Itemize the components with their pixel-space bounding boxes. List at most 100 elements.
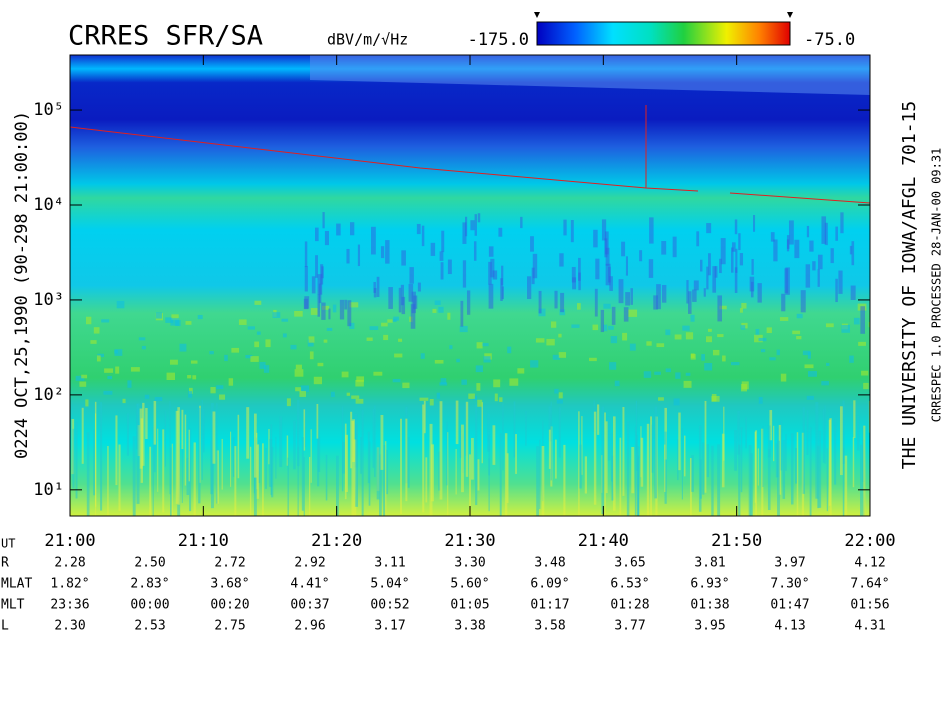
spectrogram-texture [325,454,328,501]
ephemeris-value: 00:20 [210,598,249,613]
spectrogram-texture [706,444,709,478]
spectrogram-texture [656,284,661,310]
ephemeris-value: 01:56 [850,598,889,613]
spectrogram-texture [600,309,605,333]
spectrogram-texture [558,407,561,458]
spectrogram-texture [712,266,717,293]
ephemeris-value: 2.53 [134,619,165,634]
spectrogram-texture [466,290,471,315]
spectrogram-texture [806,410,809,455]
spectrogram-texture [373,281,376,293]
spectrogram-texture [821,216,827,244]
spectrogram-texture [665,368,671,373]
spectrogram-texture [603,324,608,332]
spectrogram-texture [738,233,741,251]
spectrogram-texture [179,343,187,352]
spectrogram-texture [459,325,468,333]
spectrogram-texture [705,336,712,343]
spectrogram-texture [234,446,237,516]
spectrogram-texture [376,276,380,297]
spectrogram-texture [842,400,845,464]
spectrogram-texture [317,294,321,317]
spectrogram-texture [387,319,393,323]
spectrogram-texture [210,387,216,394]
spectrogram-texture [636,435,638,471]
spectrogram-texture [471,437,474,480]
spectrogram-texture [730,362,740,366]
spectrogram-texture [231,347,240,353]
spectrogram-texture [461,424,464,493]
spectrogram-texture [355,424,358,507]
spectrogram-texture [216,385,224,390]
spectrogram-texture [81,407,84,464]
spectrogram-texture [690,354,696,360]
spectrogram-texture [559,253,564,267]
spectrogram-texture [558,352,567,358]
spectrogram-texture [622,406,625,496]
spectrogram-texture [72,428,75,489]
ephemeris-value: 5.04° [370,577,409,592]
spectrogram-texture [868,400,870,433]
spectrogram-texture [858,341,866,346]
spectrogram-texture [636,446,640,516]
spectrogram-texture [734,267,738,293]
ephemeris-value: 2.72 [214,556,245,571]
spectrogram-texture [209,351,214,355]
spectrogram-texture [824,222,828,246]
spectrogram-texture [81,374,88,379]
spectrogram-texture [704,400,707,493]
spectrogram-texture [556,399,563,404]
spectrogram-texture [372,408,375,468]
spectrogram-texture [438,451,441,491]
ephemeris-value: 3.68° [210,577,249,592]
spectrogram-texture [595,258,600,280]
spectrogram-texture [374,405,376,477]
spectrogram-texture [773,425,775,462]
spectrogram-texture [339,299,345,320]
spectrogram-texture [712,349,720,356]
spectrogram-texture [863,425,866,516]
spectrogram-texture [571,324,580,328]
spectrogram-texture [371,226,376,255]
spectrogram-texture [719,305,727,310]
spectrogram-texture [247,326,255,330]
spectrogram-texture [429,423,433,516]
spectrogram-texture [703,288,706,297]
spectrogram-texture [175,410,179,504]
spectrogram-texture [492,425,496,465]
ephemeris-value: 4.41° [290,577,329,592]
spectrogram-texture [717,334,724,338]
spectrogram-texture [216,450,219,504]
y-tick-label: 10² [33,385,64,405]
spectrogram-texture [614,380,620,387]
spectrogram-texture [650,416,653,516]
spectrogram-texture [786,239,790,252]
ephemeris-value: 01:38 [690,598,729,613]
spectrogram-texture [800,290,806,313]
spectrogram-texture [796,335,802,340]
spectrogram-texture [752,215,756,232]
spectrogram-texture [477,399,483,407]
spectrogram-texture [107,376,113,380]
spectrogram-texture [499,397,503,402]
spectrogram-texture [85,316,92,325]
spectrogram-texture [439,401,443,500]
spectrogram-texture [818,430,822,508]
x-tick-label: 22:00 [844,531,895,551]
spectrogram-texture [420,353,425,359]
ephemeris-value: 01:17 [530,598,569,613]
spectrogram-texture [318,283,322,304]
spectrogram-texture [604,231,609,255]
spectrogram-texture [181,409,184,450]
spectrogram-texture [170,318,180,326]
spectrogram-texture [238,319,247,325]
spectrogram-texture [224,354,228,362]
spectrogram-texture [594,288,598,317]
spectrogram-texture [410,304,416,329]
spectrogram-texture [751,259,754,275]
spectrogram-texture [295,387,302,392]
spectrogram-texture [849,355,854,363]
spectrogram-texture [245,354,253,359]
spectrogram-texture [411,291,416,314]
ephemeris-value: 00:37 [290,598,329,613]
